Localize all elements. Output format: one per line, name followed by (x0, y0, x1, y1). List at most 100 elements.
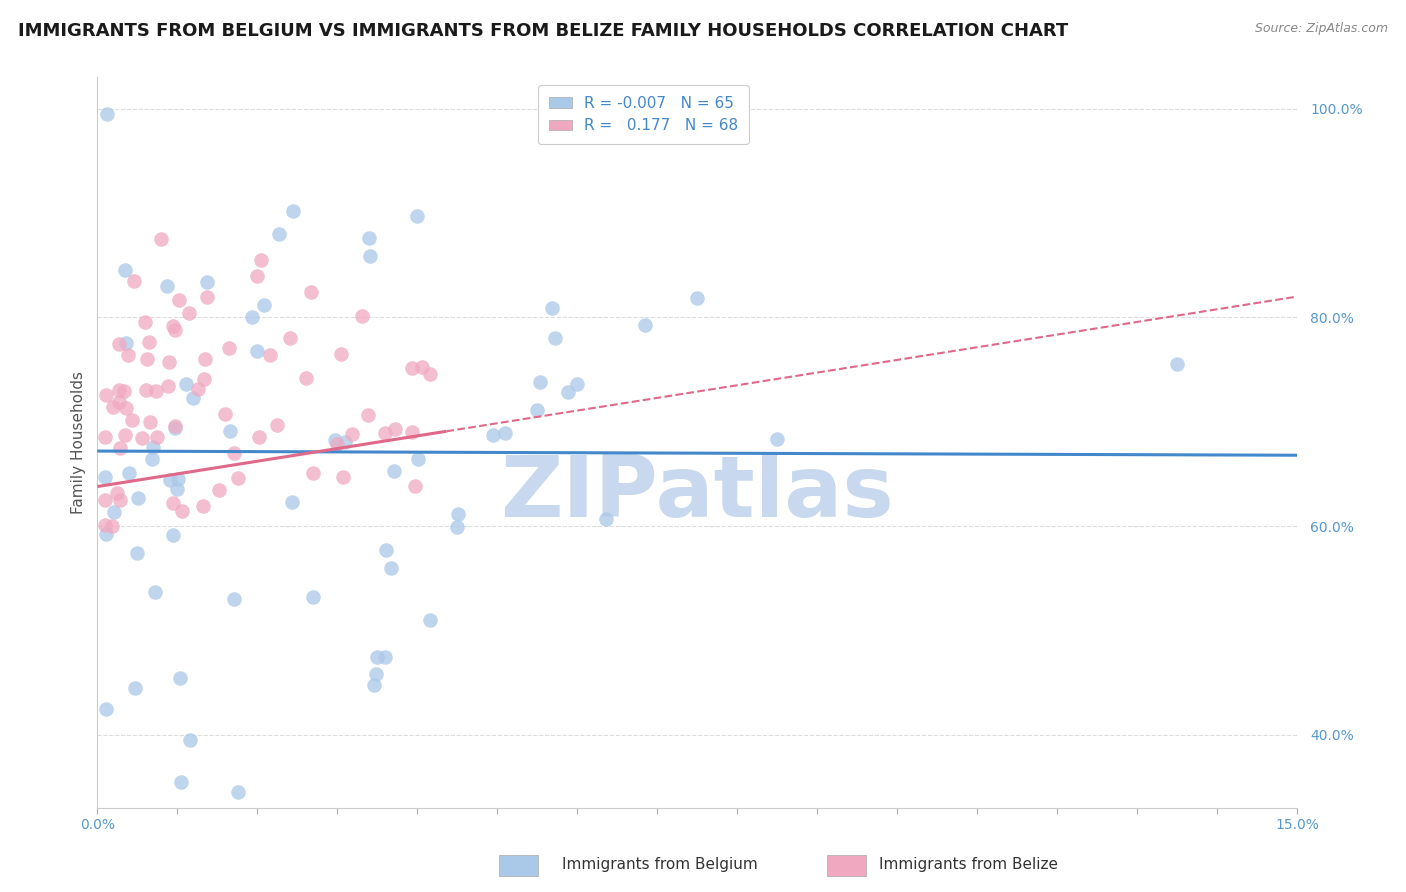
Point (145, 430, 167, 444)
Point (299, 285, 322, 300)
Point (218, 342, 240, 356)
Point (108, 336, 131, 351)
Point (94, 527, 117, 541)
Point (155, 279, 177, 293)
Point (139, 415, 162, 429)
Point (181, 391, 204, 405)
Point (108, 383, 131, 397)
Point (333, 434, 356, 449)
Point (193, 500, 215, 514)
Point (253, 298, 276, 312)
Point (127, 546, 149, 560)
Point (294, 371, 316, 385)
Point (411, 360, 433, 375)
Point (145, 384, 167, 399)
Point (94, 429, 117, 443)
Point (214, 407, 236, 421)
Point (340, 426, 363, 441)
Point (228, 785, 250, 799)
Point (541, 301, 564, 316)
Point (374, 543, 396, 558)
Point (384, 422, 406, 436)
Point (115, 401, 138, 415)
Point (141, 452, 163, 467)
Point (167, 472, 190, 486)
Point (170, 775, 193, 789)
Point (162, 319, 184, 334)
Point (94, 493, 117, 508)
Text: IMMIGRANTS FROM BELGIUM VS IMMIGRANTS FROM BELIZE FAMILY HOUSEHOLDS CORRELATION : IMMIGRANTS FROM BELGIUM VS IMMIGRANTS FR… (18, 22, 1069, 40)
Point (222, 446, 245, 460)
Point (117, 349, 139, 363)
Point (350, 310, 373, 324)
Point (301, 467, 323, 481)
Point (112, 384, 135, 398)
Point (169, 671, 191, 685)
Point (194, 352, 217, 367)
Point (447, 507, 470, 521)
Legend: R = -0.007   N = 65, R =   0.177   N = 68: R = -0.007 N = 65, R = 0.177 N = 68 (538, 85, 748, 145)
Point (266, 417, 288, 432)
Point (595, 512, 617, 526)
Point (100, 519, 122, 533)
Point (374, 425, 396, 440)
Point (401, 425, 423, 440)
Point (118, 466, 141, 480)
Point (382, 464, 405, 478)
Point (419, 613, 441, 627)
Point (150, 232, 173, 246)
Point (332, 470, 354, 484)
Point (544, 331, 567, 345)
Point (634, 318, 657, 332)
Point (567, 377, 589, 392)
Point (101, 400, 124, 414)
Point (105, 485, 128, 500)
Point (94, 517, 117, 532)
Point (208, 483, 231, 497)
Point (404, 479, 426, 493)
Text: ZIPatlas: ZIPatlas (501, 452, 894, 535)
Point (357, 409, 380, 423)
Point (170, 503, 193, 517)
Point (195, 290, 218, 304)
Point (159, 473, 181, 487)
Point (96, 107, 118, 121)
Point (166, 483, 188, 497)
Point (127, 491, 149, 506)
Point (246, 344, 269, 359)
Point (94, 470, 117, 484)
Point (329, 347, 352, 361)
Point (364, 666, 387, 681)
Point (686, 291, 709, 305)
Point (408, 452, 430, 467)
Point (114, 428, 136, 442)
Point (526, 402, 548, 417)
Point (165, 421, 187, 435)
Point (494, 425, 516, 440)
Point (481, 428, 503, 442)
Point (419, 367, 441, 381)
Point (107, 394, 129, 409)
Point (1166, 357, 1188, 371)
Text: Source: ZipAtlas.com: Source: ZipAtlas.com (1254, 22, 1388, 36)
Point (108, 493, 131, 508)
Point (115, 336, 138, 351)
Text: Immigrants from Belize: Immigrants from Belize (879, 857, 1057, 872)
Point (124, 681, 146, 695)
Point (281, 204, 304, 219)
Point (259, 349, 281, 363)
Point (165, 418, 187, 433)
Point (136, 351, 159, 366)
Point (374, 650, 396, 665)
Point (250, 253, 273, 268)
Point (162, 528, 184, 542)
Point (179, 733, 201, 747)
Point (186, 382, 208, 396)
Point (177, 306, 200, 320)
Point (219, 424, 242, 438)
Point (281, 495, 304, 509)
Point (142, 440, 165, 454)
Point (326, 437, 349, 451)
Point (135, 384, 157, 398)
Point (226, 471, 249, 485)
